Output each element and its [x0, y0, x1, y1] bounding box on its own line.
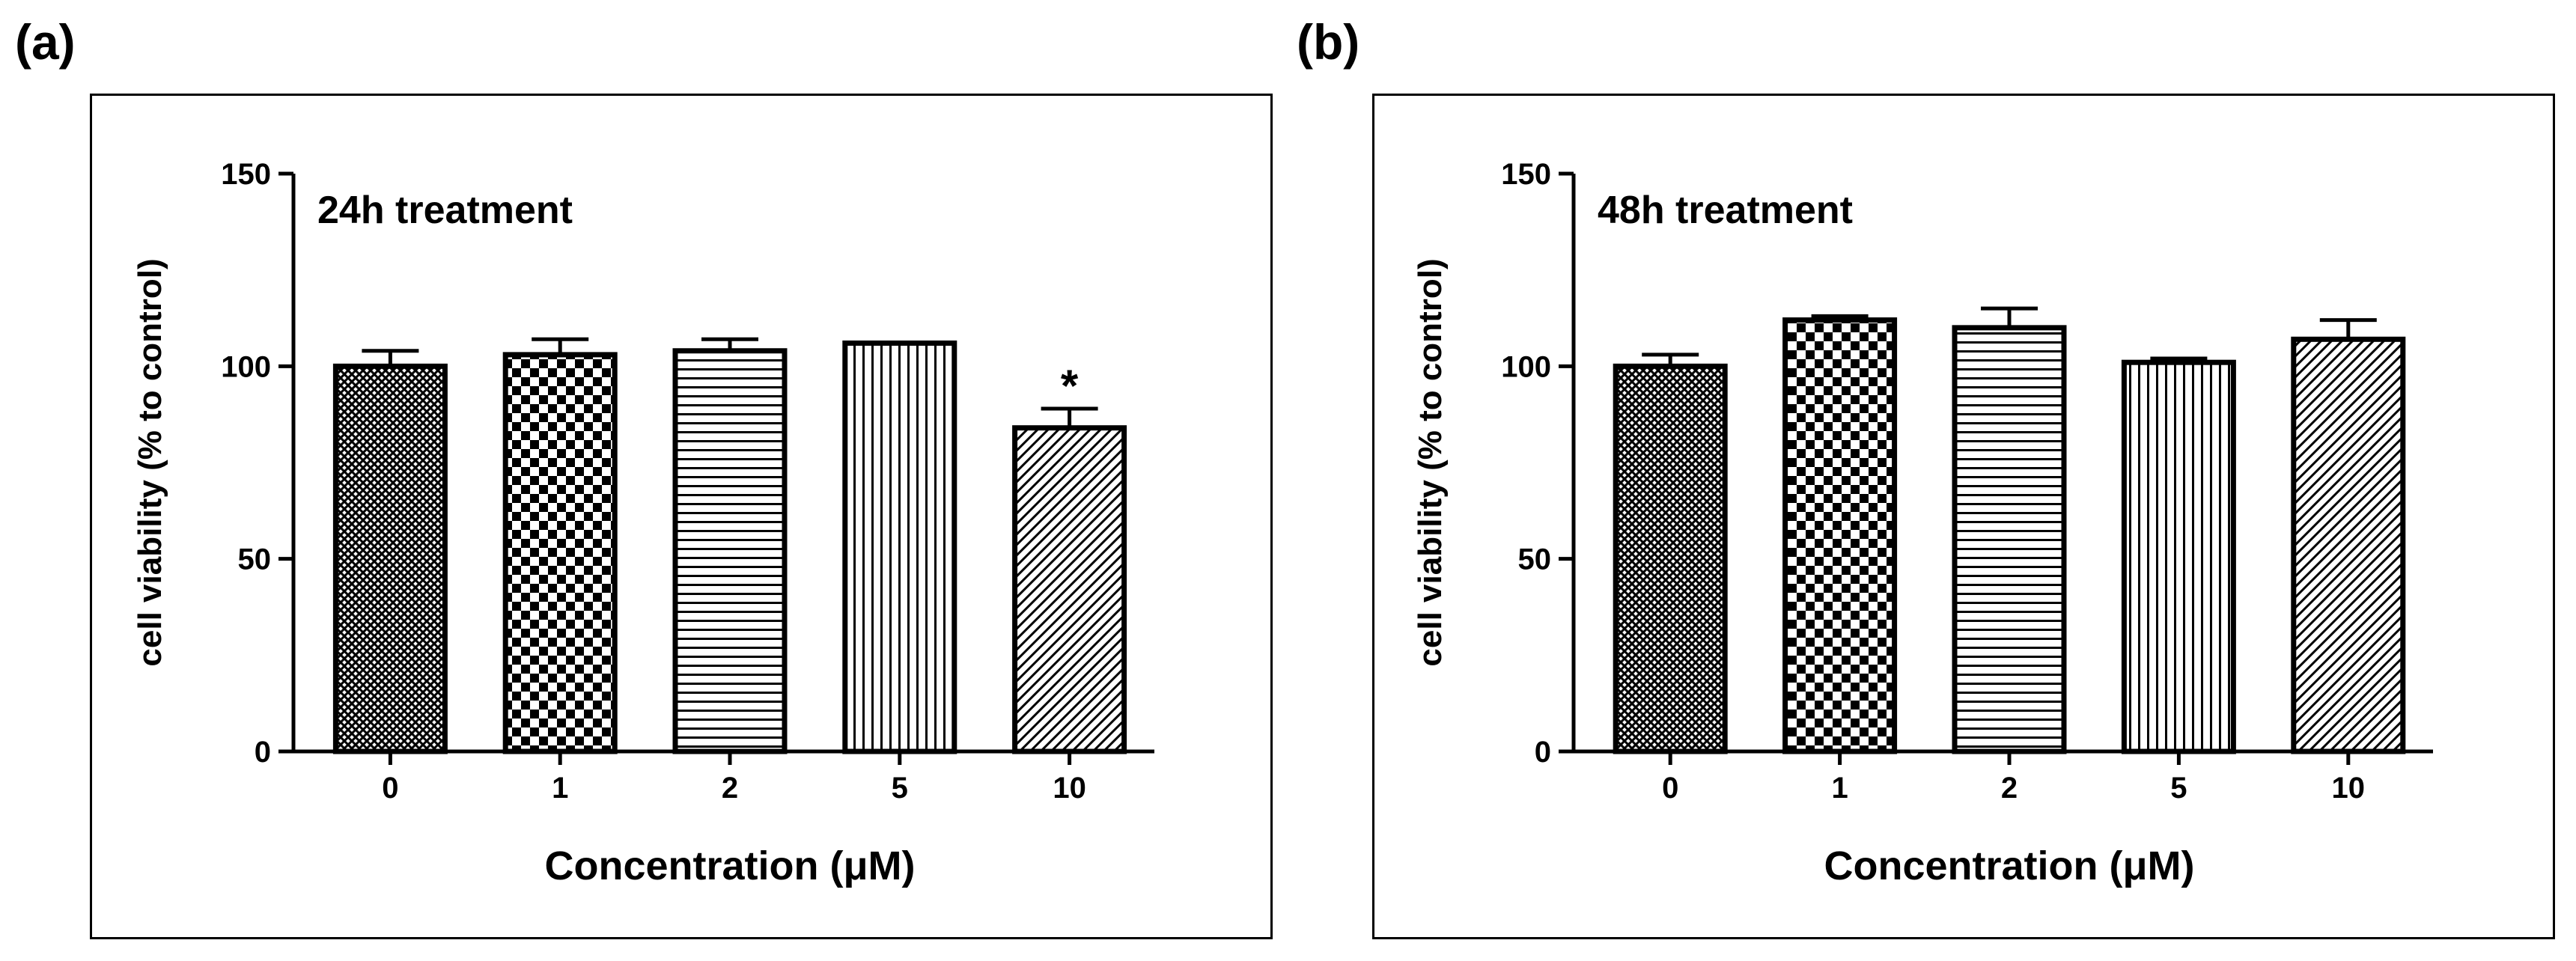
y-tick-label: 150	[221, 158, 271, 191]
x-tick-label: 0	[382, 772, 398, 805]
y-tick-label: 100	[221, 350, 271, 383]
x-tick-label: 5	[2170, 772, 2187, 805]
x-axis-label: Concentration (μM)	[545, 843, 916, 888]
x-tick-label: 1	[1831, 772, 1848, 805]
y-tick-label: 50	[238, 543, 272, 576]
y-tick-label: 100	[1501, 350, 1551, 383]
bar-0	[1613, 363, 1728, 754]
panel-label-b: (b)	[1297, 14, 1360, 70]
y-tick-label: 0	[255, 736, 271, 769]
bar-5	[842, 340, 957, 754]
bar-1	[502, 352, 618, 754]
bar-2	[1952, 325, 2067, 754]
chart-title: 24h treatment	[317, 189, 573, 232]
bar-5	[2121, 359, 2236, 754]
y-tick-label: 150	[1501, 158, 1551, 191]
x-tick-label: 0	[1662, 772, 1678, 805]
x-axis-label: Concentration (μM)	[1824, 843, 2195, 888]
significance-marker: *	[1061, 361, 1079, 411]
chart-b: 0 50 100 150 0 1 2 5 10 48h treatment Concentratio…	[1412, 158, 2433, 888]
chart-a: 0 50 100 150 0 1 2 5 10 * 24h treatment Concentrati…	[132, 158, 1154, 888]
bar-2	[672, 348, 788, 754]
x-tick-label: 5	[892, 772, 908, 805]
panel-label-a: (a)	[15, 14, 76, 70]
y-axis-label: cell viability (% to control)	[1412, 258, 1449, 666]
bar-0	[332, 363, 448, 754]
bar-1	[1782, 317, 1898, 754]
bar-10	[1012, 425, 1127, 754]
x-tick-label: 2	[2001, 772, 2018, 805]
y-tick-label: 0	[1535, 736, 1551, 769]
y-tick-label: 50	[1518, 543, 1552, 576]
x-tick-label: 2	[722, 772, 738, 805]
x-tick-label: 1	[552, 772, 568, 805]
chart-title: 48h treatment	[1598, 189, 1853, 232]
x-tick-label: 10	[1053, 772, 1086, 805]
y-axis-label: cell viability (% to control)	[132, 258, 168, 666]
x-tick-label: 10	[2332, 772, 2366, 805]
bar-10	[2291, 336, 2406, 754]
